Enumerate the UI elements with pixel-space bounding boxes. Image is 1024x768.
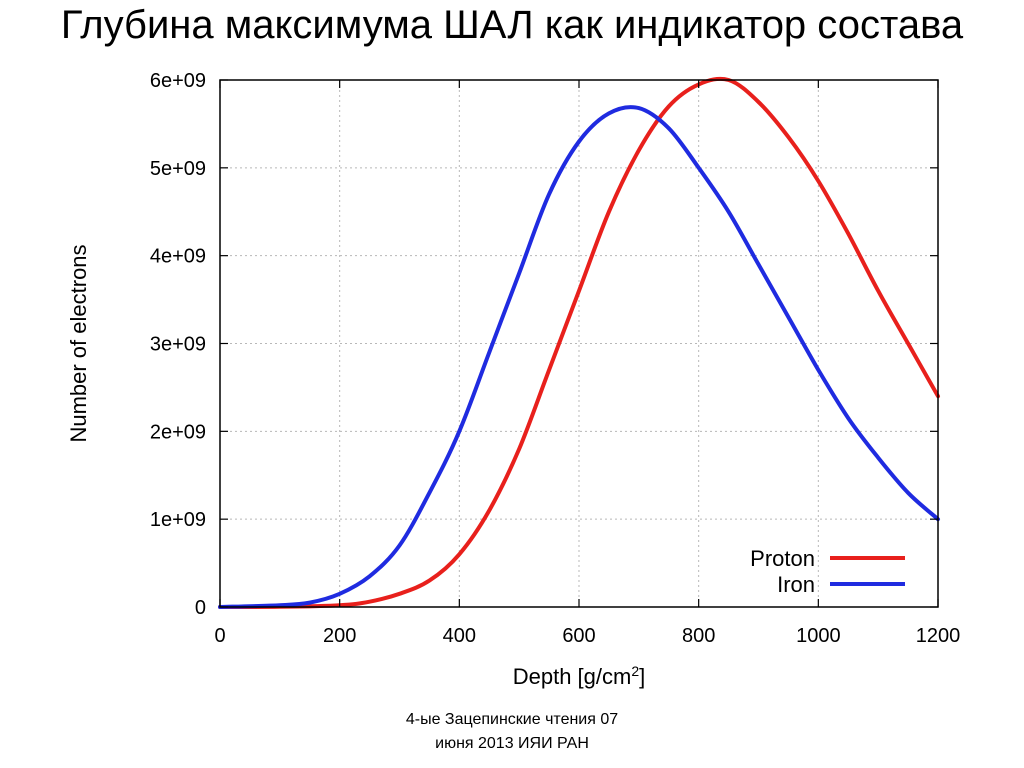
x-tick-label: 400 [443, 625, 476, 647]
x-axis-label: Depth [g/cm2] [513, 663, 646, 689]
footer: 4-ые Зацепинские чтения 07 июня 2013 ИЯИ… [312, 708, 712, 756]
y-tick-label: 3e+09 [150, 334, 206, 356]
series-line-proton [218, 76, 940, 610]
footer-line-2: июня 2013 ИЯИ РАН [435, 735, 589, 752]
y-tick-label: 5e+09 [150, 158, 206, 180]
y-axis-label: Number of electrons [66, 244, 91, 442]
x-tick-label: 600 [562, 625, 595, 647]
x-tick-label: 0 [214, 625, 225, 647]
y-tick-label: 6e+09 [150, 70, 206, 92]
legend-label-proton: Proton [750, 546, 815, 571]
x-tick-label: 800 [682, 625, 715, 647]
series-line-iron [218, 105, 940, 609]
x-axis-label-end: ] [639, 664, 645, 689]
chart: 0 200 400 600 800 1000 1200 0 1e+09 2e+09 3e+09 4e+… [66, 70, 960, 689]
grid [220, 80, 938, 607]
y-tick-label: 4e+09 [150, 246, 206, 268]
slide-title: Глубина максимума ШАЛ как индикатор сост… [60, 3, 964, 47]
x-axis-label-sup: 2 [631, 663, 639, 679]
footer-line-1: 4-ые Зацепинские чтения 07 [405, 711, 619, 728]
x-tick-label: 1000 [796, 625, 841, 647]
y-tick-label: 0 [195, 597, 206, 619]
legend-label-iron: Iron [777, 572, 815, 597]
x-tick-label: 1200 [916, 625, 961, 647]
ticks: 0 200 400 600 800 1000 1200 0 1e+09 2e+09 3e+09 4e+… [150, 70, 960, 647]
x-axis-label-base: Depth [g/cm [513, 664, 632, 689]
series-layer [218, 76, 940, 610]
y-tick-label: 2e+09 [150, 421, 206, 443]
x-tick-label: 200 [323, 625, 356, 647]
y-tick-label: 1e+09 [150, 509, 206, 531]
